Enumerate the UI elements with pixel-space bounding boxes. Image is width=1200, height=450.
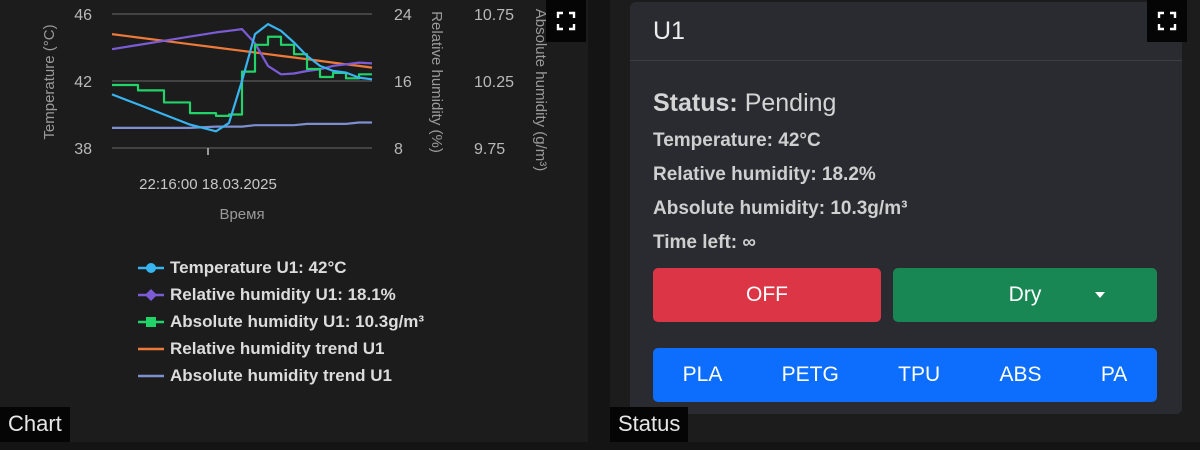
expand-icon [1157, 11, 1177, 31]
ah-tick-label: 10.75 [474, 7, 514, 24]
x-axis-title: Время [219, 206, 264, 223]
chart-svg: 46 42 38 24 16 8 10.75 10.25 9.75 Temperature (°C… [41, 7, 549, 223]
expand-icon [556, 11, 576, 31]
legend-item[interactable]: Absolute humidity trend U1 [138, 362, 424, 389]
chart-panel: 46 42 38 24 16 8 10.75 10.25 9.75 Temperature (°C… [0, 0, 588, 442]
legend-label: Relative humidity trend U1 [170, 338, 385, 358]
ah-tick-label: 9.75 [474, 141, 505, 158]
legend-label: Absolute humidity U1: 10.3g/m³ [170, 311, 425, 331]
legend-swatch [138, 347, 164, 350]
absolute-humidity-trend-line [112, 121, 372, 129]
material-button-group: PLA PETG TPU ABS PA [653, 348, 1157, 402]
legend-item[interactable]: Relative humidity trend U1 [138, 335, 424, 362]
legend-swatch [138, 288, 164, 301]
status-line: Status: Pending [653, 89, 1159, 118]
legend-label: Absolute humidity trend U1 [170, 365, 392, 385]
relative-humidity-trend-line [111, 33, 373, 69]
ah-axis-title: Absolute humidity (g/m³) [532, 9, 549, 172]
status-expand-button[interactable] [1147, 0, 1187, 42]
relative-humidity-line [111, 28, 373, 76]
material-button-pa[interactable]: PA [1091, 363, 1137, 387]
temperature-tick-label: 42 [74, 74, 92, 91]
status-panel: U1 Status: Pending Temperature: 42°C Rel… [610, 0, 1200, 442]
relative-humidity-readout: Relative humidity: 18.2% [653, 164, 876, 185]
legend-label: Relative humidity U1: 18.1% [170, 284, 396, 304]
material-button-pla[interactable]: PLA [673, 363, 733, 387]
temperature-axis-title: Temperature (°C) [41, 24, 58, 139]
x-tick-label: 22:16:00 18.03.2025 [139, 176, 277, 193]
material-button-abs[interactable]: ABS [989, 363, 1051, 387]
material-button-petg[interactable]: PETG [772, 363, 849, 387]
rh-tick-label: 16 [394, 74, 412, 91]
chart-legend: Temperature U1: 42°C Relative humidity U1… [138, 254, 424, 389]
rh-tick-label: 24 [394, 7, 412, 24]
status-label: Status: [653, 89, 738, 117]
material-button-tpu[interactable]: TPU [888, 363, 950, 387]
caret-down-icon [1095, 292, 1105, 298]
card-body: Status: Pending Temperature: 42°C Relati… [630, 61, 1182, 402]
mode-dropdown-button[interactable]: Dry [893, 268, 1157, 322]
absolute-humidity-line [112, 35, 372, 117]
chart-tag: Chart [0, 407, 70, 442]
legend-item[interactable]: Temperature U1: 42°C [138, 254, 424, 281]
absolute-humidity-readout: Absolute humidity: 10.3g/m³ [653, 198, 908, 219]
chart-expand-button[interactable] [546, 0, 586, 42]
ah-tick-label: 10.25 [474, 74, 514, 91]
status-value: Pending [744, 89, 837, 117]
legend-item[interactable]: Relative humidity U1: 18.1% [138, 281, 424, 308]
card-title: U1 [630, 2, 1182, 61]
rh-tick-label: 8 [394, 141, 403, 158]
temperature-readout: Temperature: 42°C [653, 130, 821, 151]
control-row: OFF Dry [653, 268, 1159, 322]
legend-swatch [138, 316, 164, 327]
status-tag: Status [610, 407, 689, 442]
off-button[interactable]: OFF [653, 268, 881, 322]
legend-swatch [138, 374, 164, 377]
mode-label: Dry [1008, 283, 1042, 306]
rh-axis-title: Relative humidity (%) [428, 11, 445, 153]
temperature-line [111, 23, 373, 133]
legend-swatch [138, 262, 164, 273]
device-card: U1 Status: Pending Temperature: 42°C Rel… [630, 2, 1182, 414]
time-left-readout: Time left: ∞ [653, 232, 756, 253]
temperature-tick-label: 46 [74, 7, 92, 24]
temperature-tick-label: 38 [74, 141, 92, 158]
legend-item[interactable]: Absolute humidity U1: 10.3g/m³ [138, 308, 424, 335]
legend-label: Temperature U1: 42°C [170, 257, 347, 277]
